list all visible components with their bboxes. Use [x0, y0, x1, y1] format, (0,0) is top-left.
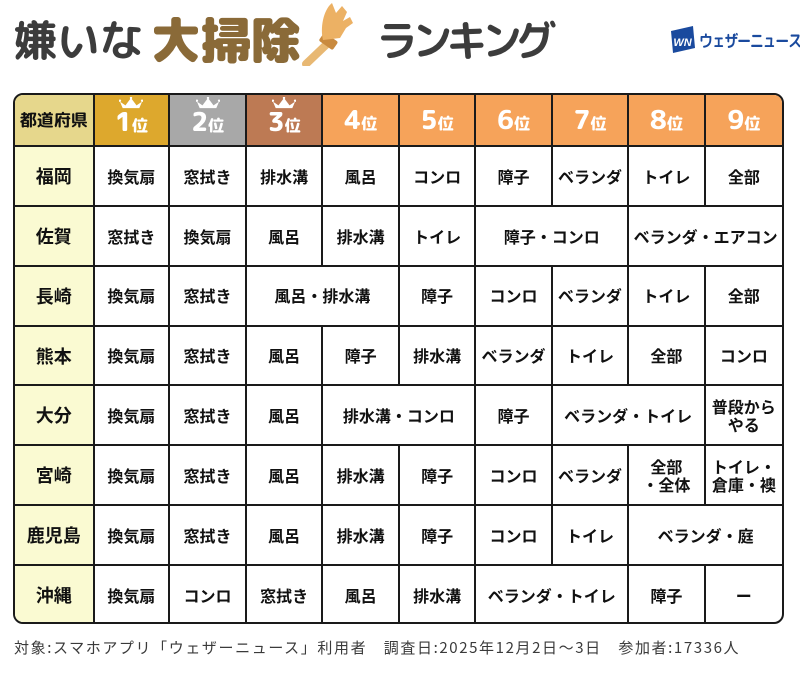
svg-text:WN: WN [673, 37, 692, 49]
